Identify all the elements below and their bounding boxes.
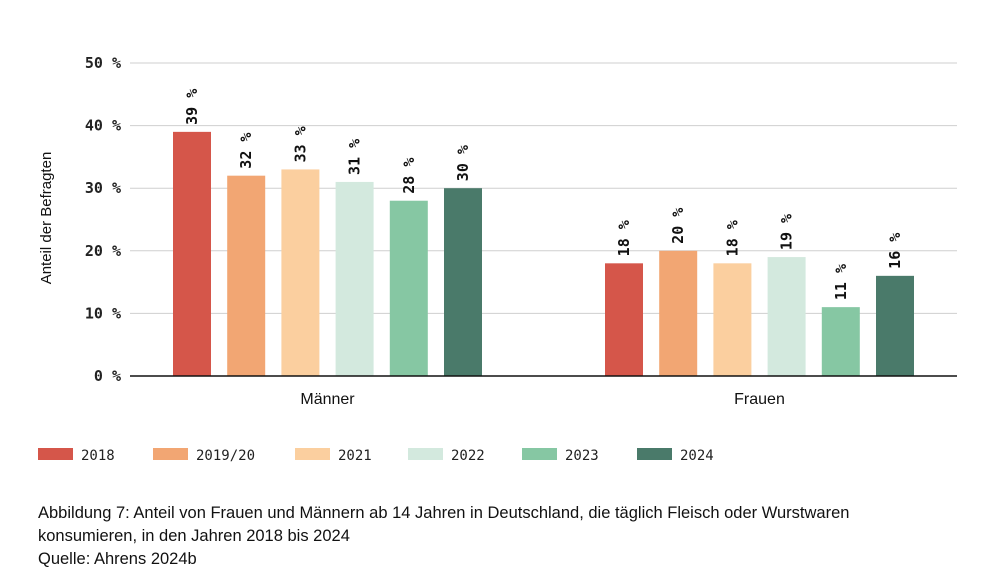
bar: [335, 181, 374, 376]
caption-line-3: Quelle: Ahrens 2024b: [38, 550, 197, 568]
data-label: 16 %: [886, 233, 904, 269]
bar-chart: 0 % 10 % 20 % 30 % 40 % 50 % Anteil der Befra…: [38, 54, 957, 464]
bars: 39 % 32 % 33 % 31 % 28 % 30 % 18 % 20 % 18 % 19 %…: [173, 89, 914, 376]
legend-label: 2023: [565, 448, 599, 464]
bar: [876, 275, 914, 376]
data-label: 31 %: [346, 139, 364, 175]
bar: [713, 263, 752, 376]
bar: [767, 257, 806, 376]
bar: [389, 200, 428, 376]
bar: [281, 169, 320, 376]
legend-label: 2021: [338, 448, 372, 464]
y-tick-label: 20 %: [85, 242, 121, 260]
bar: [173, 131, 211, 376]
y-tick-label: 50 %: [85, 54, 121, 72]
legend-swatch: [408, 448, 443, 460]
legend-swatch: [153, 448, 188, 460]
y-tick-label: 10 %: [85, 304, 121, 322]
legend-swatch: [637, 448, 672, 460]
figure-caption: Abbildung 7: Anteil von Frauen und Männe…: [38, 502, 968, 571]
y-tick-label: 30 %: [85, 179, 121, 197]
data-label: 20 %: [669, 208, 687, 244]
category-label: Männer: [300, 391, 355, 408]
legend-swatch: [522, 448, 557, 460]
legend-label: 2024: [680, 448, 714, 464]
legend-swatch: [38, 448, 73, 460]
y-axis-label: Anteil der Befragten: [38, 152, 55, 285]
bar: [444, 188, 482, 376]
legend: 2018 2019/20 2021 2022 2023 2024: [38, 448, 714, 464]
bar: [605, 263, 643, 376]
data-label: 18 %: [615, 220, 633, 256]
data-label: 19 %: [778, 214, 796, 250]
bar: [227, 175, 266, 376]
data-label: 39 %: [183, 89, 201, 125]
y-axis-ticks: 0 % 10 % 20 % 30 % 40 % 50 %: [85, 54, 121, 385]
bar: [821, 307, 860, 376]
data-label: 33 %: [291, 126, 309, 162]
data-label: 32 %: [237, 133, 255, 169]
legend-label: 2022: [451, 448, 485, 464]
y-tick-label: 40 %: [85, 117, 121, 135]
legend-label: 2018: [81, 448, 115, 464]
category-labels: Männer Frauen: [300, 391, 784, 408]
caption-line-1: Abbildung 7: Anteil von Frauen und Männe…: [38, 504, 850, 522]
data-label: 30 %: [454, 145, 472, 181]
legend-label: 2019/20: [196, 448, 255, 464]
data-label: 28 %: [400, 158, 418, 194]
legend-swatch: [295, 448, 330, 460]
data-label: 18 %: [723, 220, 741, 256]
y-tick-label: 0 %: [94, 367, 121, 385]
data-label: 11 %: [832, 264, 850, 300]
gridlines: [130, 62, 957, 314]
category-label: Frauen: [734, 391, 785, 408]
bar: [659, 250, 698, 376]
caption-line-2: konsumieren, in den Jahren 2018 bis 2024: [38, 527, 350, 545]
